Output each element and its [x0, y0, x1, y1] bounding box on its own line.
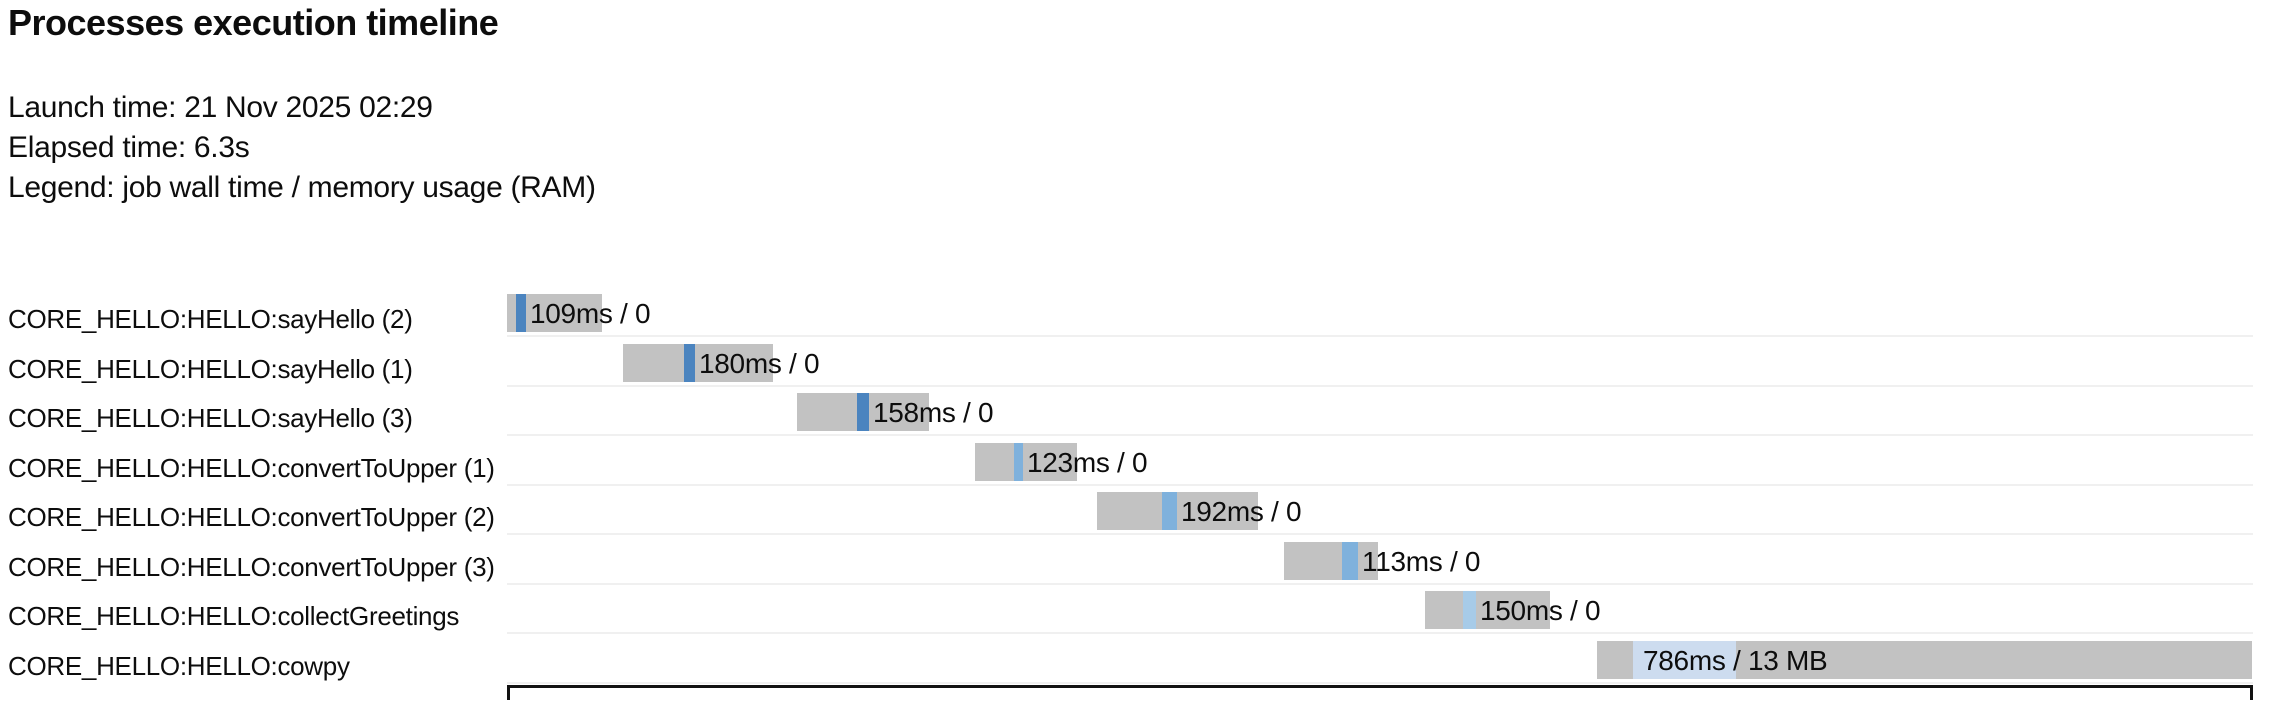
bar-runtime-segment	[516, 294, 526, 332]
bar-label: 109ms / 0	[530, 298, 651, 329]
task-bar	[623, 344, 773, 382]
process-label: CORE_HELLO:HELLO:convertToUpper (2)	[8, 502, 495, 532]
elapsed-time-text: Elapsed time: 6.3s	[8, 131, 250, 164]
bar-tail-segment	[1023, 443, 1077, 481]
bar-label: 123ms / 0	[1027, 447, 1148, 478]
row-separator-line	[507, 682, 2253, 684]
time-axis-line	[507, 685, 2253, 688]
bar-pending-segment	[797, 393, 857, 431]
process-label: CORE_HELLO:HELLO:sayHello (1)	[8, 354, 413, 384]
row-separator-line	[507, 533, 2253, 535]
bar-tail-segment	[1177, 492, 1258, 530]
bar-runtime-segment	[1463, 591, 1476, 629]
bar-pending-segment	[975, 443, 1014, 481]
time-axis-left-tick	[507, 685, 510, 700]
bar-tail-segment	[1476, 591, 1550, 629]
bar-label: 150ms / 0	[1480, 595, 1601, 626]
bar-tail-segment	[695, 344, 773, 382]
task-bar	[1597, 641, 2252, 679]
bar-runtime-segment	[857, 393, 869, 431]
task-bar	[1425, 591, 1550, 629]
page-title: Processes execution timeline	[8, 2, 499, 43]
process-label: CORE_HELLO:HELLO:convertToUpper (1)	[8, 453, 495, 483]
row-separator-line	[507, 632, 2253, 634]
bar-pending-segment	[507, 294, 516, 332]
process-label: CORE_HELLO:HELLO:cowpy	[8, 651, 350, 681]
row-separator-line	[507, 484, 2253, 486]
bar-tail-segment	[526, 294, 602, 332]
bar-pending-segment	[1097, 492, 1162, 530]
bar-runtime-segment	[1633, 641, 1736, 679]
bar-tail-segment	[1358, 542, 1378, 580]
legend-text: Legend: job wall time / memory usage (RA…	[8, 171, 596, 204]
bar-runtime-segment	[684, 344, 695, 382]
bar-label: 158ms / 0	[873, 397, 994, 428]
bar-label: 192ms / 0	[1181, 496, 1302, 527]
bar-label: 786ms / 13 MB	[1643, 645, 1828, 676]
row-separator-line	[507, 335, 2253, 337]
task-bar	[1284, 542, 1378, 580]
row-separator-line	[507, 583, 2253, 585]
bar-pending-segment	[1284, 542, 1342, 580]
bar-pending-segment	[1597, 641, 1633, 679]
bar-label: 113ms / 0	[1362, 546, 1481, 577]
row-separator-line	[507, 434, 2253, 436]
report-meta: Launch time: 21 Nov 2025 02:29 Elapsed t…	[8, 88, 596, 208]
time-axis-right-tick	[2250, 685, 2253, 700]
bar-runtime-segment	[1014, 443, 1023, 481]
bar-runtime-segment	[1162, 492, 1177, 530]
bar-tail-segment	[869, 393, 929, 431]
process-label: CORE_HELLO:HELLO:collectGreetings	[8, 601, 460, 631]
task-bar	[975, 443, 1077, 481]
task-bar	[507, 294, 602, 332]
bar-label: 180ms / 0	[699, 348, 820, 379]
process-label: CORE_HELLO:HELLO:sayHello (3)	[8, 403, 413, 433]
launch-time-text: Launch time: 21 Nov 2025 02:29	[8, 91, 433, 124]
task-bar	[1097, 492, 1258, 530]
task-bar	[797, 393, 929, 431]
bar-tail-segment	[1736, 641, 2252, 679]
bar-pending-segment	[623, 344, 684, 382]
process-label: CORE_HELLO:HELLO:convertToUpper (3)	[8, 552, 495, 582]
process-label: CORE_HELLO:HELLO:sayHello (2)	[8, 304, 413, 334]
bar-pending-segment	[1425, 591, 1463, 629]
row-separator-line	[507, 385, 2253, 387]
bar-runtime-segment	[1342, 542, 1358, 580]
